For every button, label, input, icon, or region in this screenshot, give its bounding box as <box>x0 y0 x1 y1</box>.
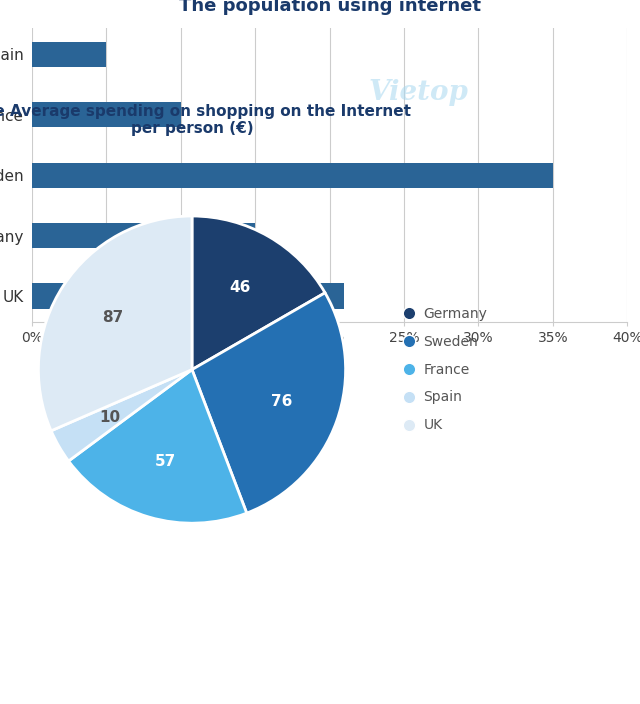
Bar <box>32 102 181 127</box>
Title: The Average spending on shopping on the Internet
per person (€): The Average spending on shopping on the … <box>0 103 411 136</box>
Legend: Germany, Sweden, France, Spain, UK: Germany, Sweden, France, Spain, UK <box>399 300 495 439</box>
Bar <box>32 42 106 67</box>
Wedge shape <box>38 216 192 431</box>
Text: Vietop: Vietop <box>369 80 469 106</box>
Wedge shape <box>68 370 246 523</box>
Bar <box>32 163 553 188</box>
Text: 46: 46 <box>229 279 250 295</box>
Text: 76: 76 <box>271 394 292 409</box>
Wedge shape <box>51 370 192 461</box>
Text: 87: 87 <box>102 310 123 325</box>
Text: 57: 57 <box>155 453 176 468</box>
Wedge shape <box>192 293 346 513</box>
Title: The population using internet: The population using internet <box>179 0 481 15</box>
Bar <box>32 284 344 309</box>
Bar <box>32 223 255 249</box>
Wedge shape <box>192 216 325 370</box>
Text: 10: 10 <box>99 410 120 425</box>
